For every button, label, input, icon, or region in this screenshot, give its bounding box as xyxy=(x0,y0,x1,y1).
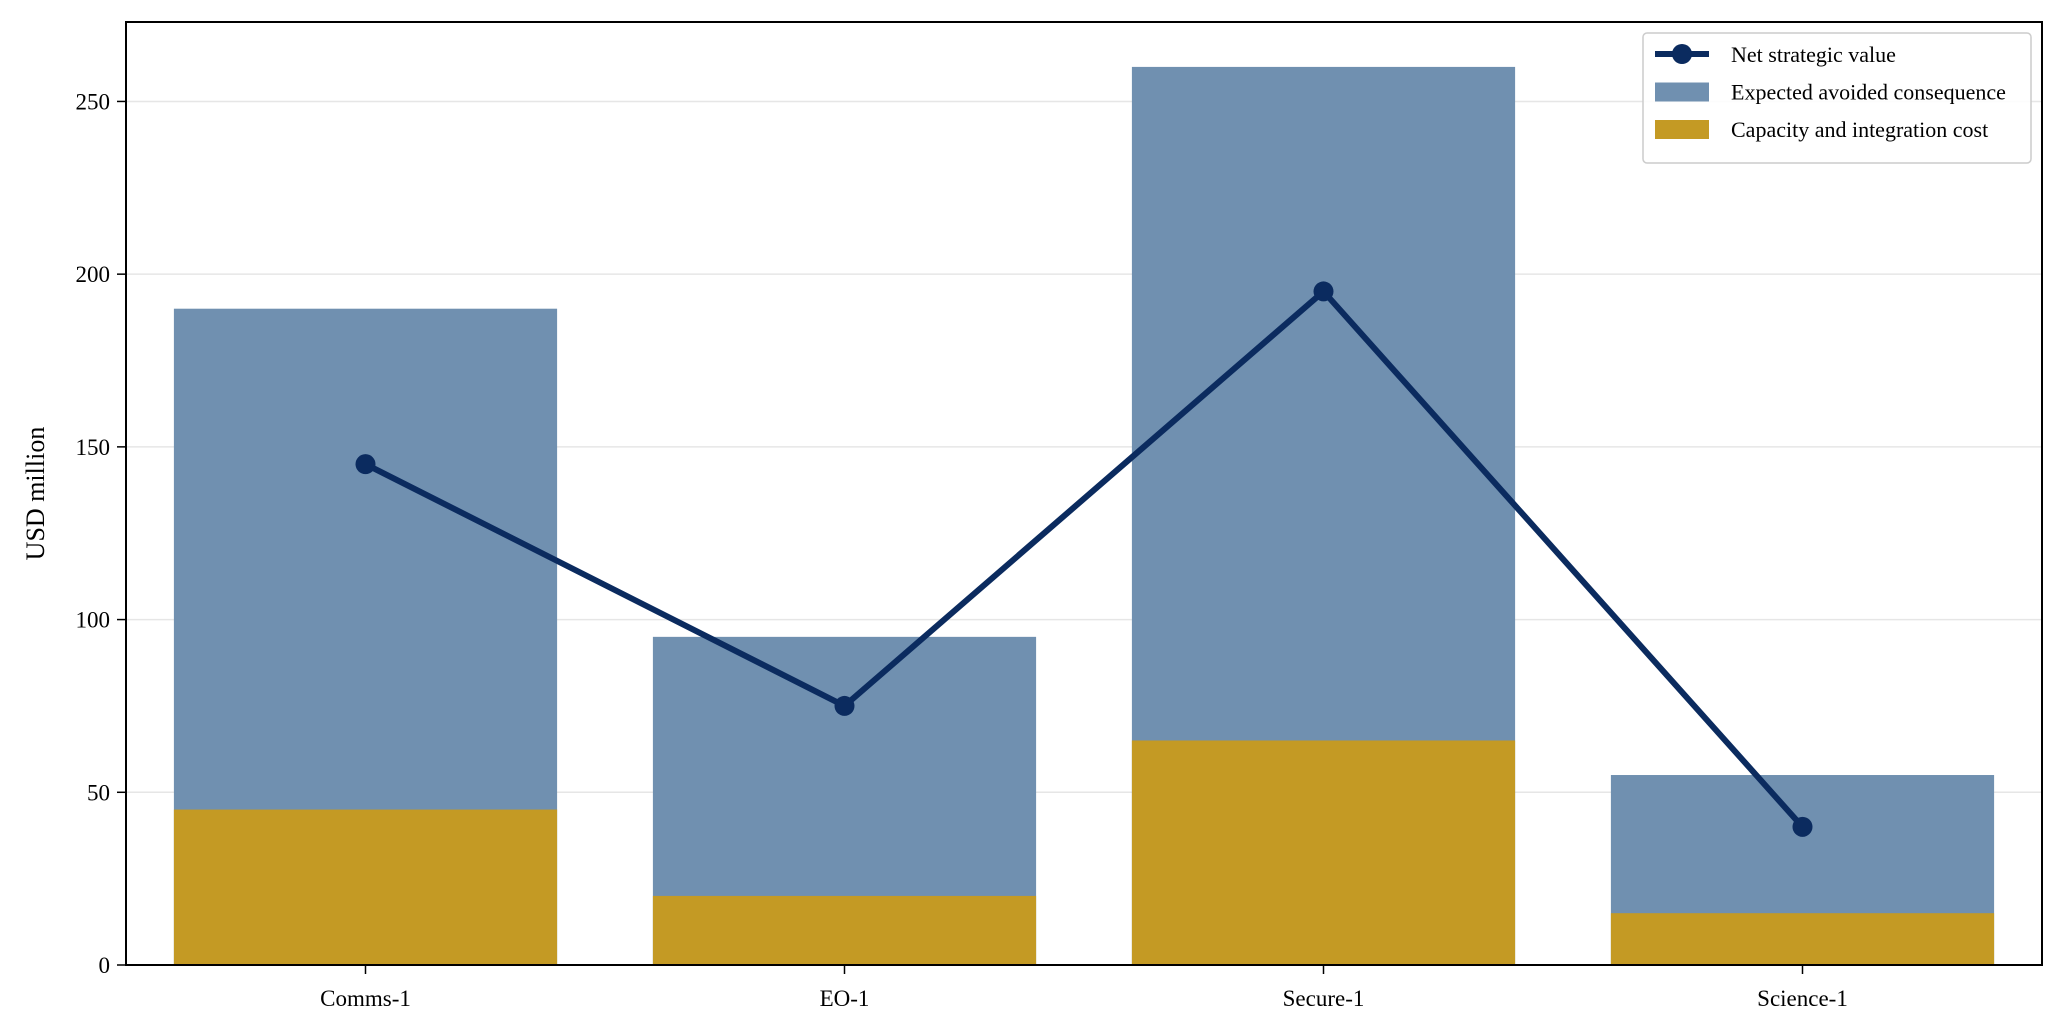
legend-swatch-expected-avoided-consequence xyxy=(1655,82,1709,102)
bar-capacity-integration-cost xyxy=(652,895,1037,965)
legend-swatch-capacity-integration-cost xyxy=(1655,120,1709,139)
y-axis-title: USD million xyxy=(21,427,50,561)
x-tick-label: EO-1 xyxy=(820,986,870,1011)
bar-capacity-integration-cost xyxy=(1610,913,1995,965)
y-tick-label: 50 xyxy=(87,780,110,805)
legend-label: Expected avoided consequence xyxy=(1731,80,2006,105)
y-tick-label: 100 xyxy=(76,608,111,633)
legend-marker-net-strategic-value xyxy=(1672,44,1692,64)
x-axis: Comms-1 EO-1 Secure-1 Science-1 xyxy=(320,965,1848,1011)
y-tick-label: 200 xyxy=(76,262,111,287)
y-tick-label: 0 xyxy=(99,953,111,978)
plot-frame xyxy=(125,21,2043,966)
y-axis: 0 50 100 150 200 250 xyxy=(76,89,126,978)
net-value-point xyxy=(355,454,376,475)
x-tick-label: Secure-1 xyxy=(1283,986,1365,1011)
net-value-point xyxy=(834,695,855,716)
legend: Net strategic value Expected avoided cons… xyxy=(1642,32,2032,164)
x-tick-label: Comms-1 xyxy=(320,986,411,1011)
x-tick-label: Science-1 xyxy=(1757,986,1848,1011)
y-tick-label: 250 xyxy=(76,89,111,114)
legend-label: Capacity and integration cost xyxy=(1731,117,1988,142)
bar-capacity-integration-cost xyxy=(1131,740,1516,965)
legend-label: Net strategic value xyxy=(1731,42,1896,67)
net-value-point xyxy=(1313,281,1334,302)
net-value-series-line xyxy=(364,287,1805,829)
bar-capacity-integration-cost xyxy=(173,809,558,965)
bars xyxy=(173,66,1995,965)
legend-box xyxy=(1642,32,2032,164)
y-tick-label: 150 xyxy=(76,435,111,460)
net-value-point xyxy=(1792,816,1813,837)
net-value-line xyxy=(355,281,1813,837)
